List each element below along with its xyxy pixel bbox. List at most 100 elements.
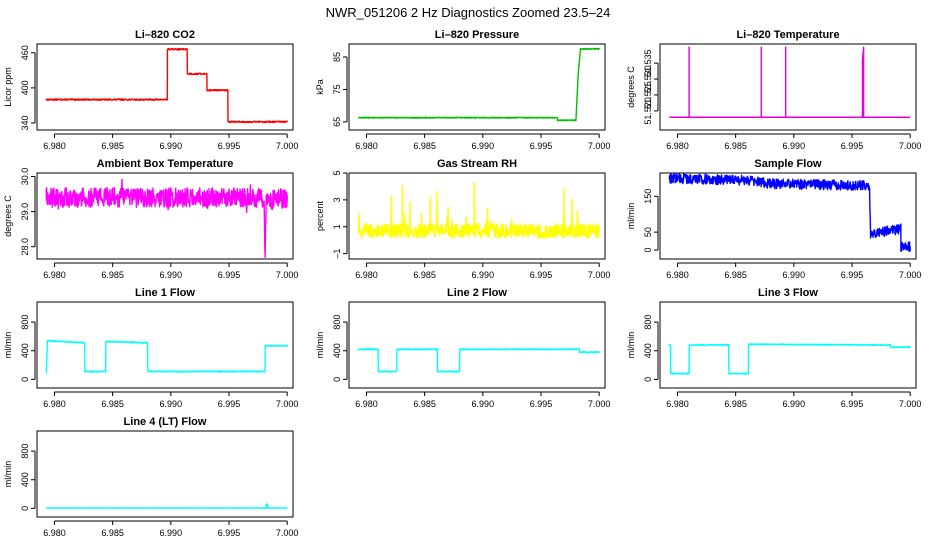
y-tick-label: 340: [20, 115, 30, 130]
chart-title: Line 2 Flow: [447, 287, 507, 299]
x-tick-label: 6.985: [724, 141, 747, 151]
chart-panel: Line 3 Flow ml/min 6.980 6.985 6.990 6.995 7.0…: [626, 287, 921, 409]
y-tick-label: 400: [643, 343, 653, 358]
series-line: [45, 47, 288, 124]
y-tick-label: 150: [643, 189, 653, 204]
x-tick-label: 6.990: [783, 141, 806, 151]
x-tick-label: 6.990: [160, 270, 183, 280]
x-tick-label: 7.000: [899, 270, 922, 280]
y-tick-label: 5: [332, 170, 342, 175]
x-tick-label: 6.995: [841, 399, 864, 409]
y-tick-label: 28.0: [20, 238, 30, 256]
x-tick-label: 6.985: [413, 141, 436, 151]
x-tick-label: 6.980: [355, 141, 378, 151]
y-tick-label: 0: [20, 377, 30, 382]
x-tick-label: 6.995: [218, 399, 241, 409]
x-tick-label: 6.995: [218, 528, 241, 538]
y-tick-label: 400: [332, 343, 342, 358]
x-tick-label: 6.995: [841, 141, 864, 151]
chart-title: Ambient Box Temperature: [97, 158, 234, 170]
plot-frame: [659, 301, 917, 389]
x-tick-label: 6.995: [530, 270, 553, 280]
series-line: [357, 47, 600, 122]
x-tick-label: 6.995: [218, 141, 241, 151]
chart-title: Sample Flow: [754, 158, 822, 170]
plot-frame: [348, 43, 606, 131]
y-tick-label: 0: [643, 248, 653, 253]
y-tick-label: 51.530: [643, 65, 653, 93]
y-tick-label: 800: [20, 444, 30, 459]
y-axis-label: ml/min: [3, 332, 13, 359]
chart-panel: Line 4 (LT) Flow ml/min 6.980 6.985 6.990 6.9…: [3, 416, 298, 538]
x-tick-label: 6.980: [43, 399, 66, 409]
y-tick-label: 400: [20, 80, 30, 95]
x-tick-label: 7.000: [588, 141, 611, 151]
x-tick-label: 6.980: [43, 270, 66, 280]
x-tick-label: 7.000: [899, 399, 922, 409]
series-line: [668, 172, 911, 253]
chart-panel: Li–820 Temperature degrees C 6.980 6.985 6.9…: [626, 29, 921, 151]
chart-title: Line 1 Flow: [135, 287, 195, 299]
chart-panel: Gas Stream RH percent 6.980 6.985 6.990 6.995…: [315, 158, 610, 280]
y-tick-label: 800: [643, 315, 653, 330]
y-axis-label: degrees C: [626, 66, 636, 108]
x-tick-label: 6.980: [666, 399, 689, 409]
plot-frame: [36, 43, 294, 131]
plot-frame: [659, 43, 917, 131]
y-tick-label: –1: [332, 249, 342, 259]
x-tick-label: 6.985: [101, 528, 124, 538]
x-tick-label: 7.000: [588, 270, 611, 280]
y-tick-label: 800: [332, 315, 342, 330]
x-tick-label: 7.000: [276, 399, 299, 409]
y-axis-label: kPa: [315, 79, 325, 95]
chart-title: Gas Stream RH: [437, 158, 517, 170]
x-tick-label: 6.990: [783, 399, 806, 409]
series-line: [669, 46, 911, 118]
y-axis-label: ml/min: [626, 332, 636, 359]
series-line: [357, 182, 600, 239]
y-axis-label: Licor ppm: [3, 67, 13, 107]
plot-frame: [36, 172, 294, 260]
x-tick-label: 7.000: [276, 141, 299, 151]
chart-title: Li–820 Temperature: [736, 29, 839, 41]
x-tick-label: 6.980: [666, 141, 689, 151]
y-axis-label: ml/min: [626, 203, 636, 230]
x-tick-label: 6.990: [472, 141, 495, 151]
y-tick-label: 400: [20, 472, 30, 487]
x-tick-label: 6.985: [101, 399, 124, 409]
series-line: [45, 339, 288, 374]
chart-panel: Line 1 Flow ml/min 6.980 6.985 6.990 6.995 7.0…: [3, 287, 298, 409]
x-tick-label: 7.000: [276, 528, 299, 538]
x-tick-label: 7.000: [588, 399, 611, 409]
plot-frame: [348, 301, 606, 389]
x-tick-label: 6.980: [43, 141, 66, 151]
y-tick-label: 51.520: [643, 97, 653, 125]
x-tick-label: 7.000: [899, 141, 922, 151]
plot-frame: [36, 301, 294, 389]
x-tick-label: 6.985: [101, 141, 124, 151]
chart-title: Li–820 Pressure: [435, 29, 519, 41]
page-title: NWR_051206 2 Hz Diagnostics Zoomed 23.5–…: [326, 5, 611, 20]
x-tick-label: 6.990: [472, 270, 495, 280]
chart-title: Line 3 Flow: [758, 287, 818, 299]
x-tick-label: 6.985: [724, 270, 747, 280]
series-line: [357, 348, 600, 373]
y-tick-label: 400: [20, 343, 30, 358]
series-line: [45, 503, 288, 509]
y-tick-label: 29.0: [20, 203, 30, 221]
y-tick-label: 51.525: [643, 81, 653, 109]
x-tick-label: 6.980: [355, 399, 378, 409]
y-tick-label: 3: [332, 197, 342, 202]
y-tick-label: 460: [20, 45, 30, 60]
y-tick-label: 50: [643, 227, 653, 237]
y-tick-label: 0: [643, 377, 653, 382]
chart-panel: Sample Flow ml/min 6.980 6.985 6.990 6.995 7.0…: [626, 158, 921, 280]
y-tick-label: 65: [332, 117, 342, 127]
y-tick-label: 0: [332, 377, 342, 382]
chart-panel: Li–820 CO2 Licor ppm 6.980 6.985 6.990 6.995 7…: [3, 29, 298, 151]
plot-frame: [36, 430, 294, 518]
y-tick-label: 51.535: [643, 49, 653, 77]
x-tick-label: 6.995: [530, 141, 553, 151]
series-line: [45, 178, 288, 259]
